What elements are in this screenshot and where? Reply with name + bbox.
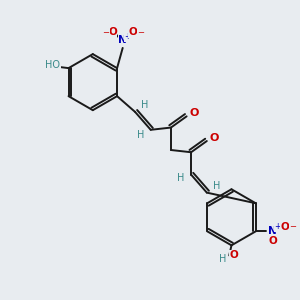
Text: H: H <box>219 254 226 264</box>
Text: H: H <box>177 173 185 183</box>
Text: H: H <box>141 100 149 110</box>
Text: O: O <box>210 133 219 143</box>
Text: O: O <box>230 250 238 260</box>
Text: H: H <box>213 181 220 191</box>
Text: O: O <box>268 236 277 246</box>
Text: O: O <box>190 108 199 118</box>
Text: −: − <box>289 222 296 231</box>
Text: −: − <box>137 28 144 37</box>
Text: +: + <box>124 32 130 41</box>
Text: −: − <box>102 28 110 37</box>
Text: O: O <box>280 222 289 232</box>
Text: N: N <box>118 35 127 45</box>
Text: H: H <box>137 130 144 140</box>
Text: O: O <box>128 27 137 37</box>
Text: O: O <box>108 27 117 37</box>
Text: +: + <box>274 222 280 231</box>
Text: HO: HO <box>45 60 60 70</box>
Text: N: N <box>268 226 277 236</box>
